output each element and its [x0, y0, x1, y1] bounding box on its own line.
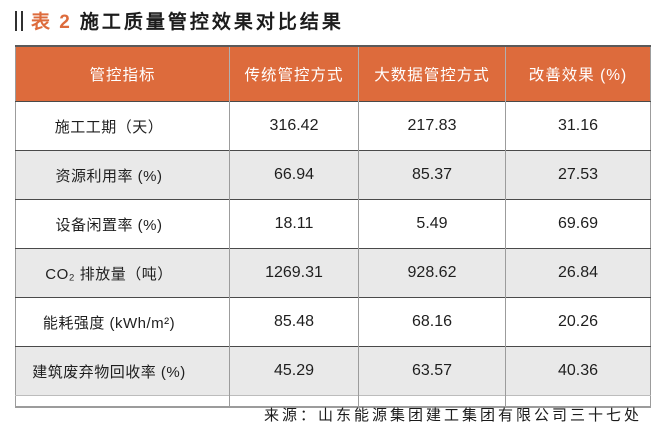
improvement-value-cell: 27.53	[505, 150, 651, 200]
improvement-value-cell: 31.16	[505, 101, 651, 151]
table-caption: 表 2 施工质量管控效果对比结果	[15, 7, 344, 34]
indicator-cell: 设备闲置率 (%)	[15, 199, 230, 249]
improvement-value-cell: 26.84	[505, 248, 651, 298]
column-header-traditional: 传统管控方式	[229, 46, 359, 102]
table-bottom-spacer	[15, 395, 651, 407]
traditional-value-cell: 45.29	[229, 346, 359, 396]
table-row: 能耗强度 (kWh/m²) 85.48 68.16 20.26	[15, 297, 651, 347]
indicator-cell: 能耗强度 (kWh/m²)	[15, 297, 230, 347]
table-header-row: 管控指标 传统管控方式 大数据管控方式 改善效果 (%)	[15, 46, 651, 102]
indicator-cell: CO₂ 排放量（吨）	[15, 248, 230, 298]
traditional-value-cell: 18.11	[229, 199, 359, 249]
comparison-table: 管控指标 传统管控方式 大数据管控方式 改善效果 (%) 施工工期（天） 316…	[15, 45, 651, 408]
table-row: 资源利用率 (%) 66.94 85.37 27.53	[15, 150, 651, 200]
improvement-value-cell: 69.69	[505, 199, 651, 249]
table-row: 设备闲置率 (%) 18.11 5.49 69.69	[15, 199, 651, 249]
indicator-cell: 施工工期（天）	[15, 101, 230, 151]
bigdata-value-cell: 85.37	[358, 150, 506, 200]
indicator-cell: 资源利用率 (%)	[15, 150, 230, 200]
table-row: CO₂ 排放量（吨） 1269.31 928.62 26.84	[15, 248, 651, 298]
bigdata-value-cell: 68.16	[358, 297, 506, 347]
bigdata-value-cell: 63.57	[358, 346, 506, 396]
improvement-value-cell: 40.36	[505, 346, 651, 396]
traditional-value-cell: 85.48	[229, 297, 359, 347]
column-header-bigdata: 大数据管控方式	[358, 46, 506, 102]
bigdata-value-cell: 928.62	[358, 248, 506, 298]
caption-double-bar-icon	[15, 10, 23, 31]
bigdata-value-cell: 5.49	[358, 199, 506, 249]
table-row: 施工工期（天） 316.42 217.83 31.16	[15, 101, 651, 151]
source-note: 来源：山东能源集团建工集团有限公司三十七处	[263, 406, 642, 424]
traditional-value-cell: 1269.31	[229, 248, 359, 298]
bigdata-value-cell: 217.83	[358, 101, 506, 151]
table-row: 建筑废弃物回收率 (%) 45.29 63.57 40.36	[15, 346, 651, 396]
improvement-value-cell: 20.26	[505, 297, 651, 347]
traditional-value-cell: 316.42	[229, 101, 359, 151]
table-title: 施工质量管控效果对比结果	[79, 12, 344, 33]
column-header-improvement: 改善效果 (%)	[505, 46, 651, 102]
indicator-cell: 建筑废弃物回收率 (%)	[15, 346, 230, 396]
column-header-indicator: 管控指标	[15, 46, 230, 102]
traditional-value-cell: 66.94	[229, 150, 359, 200]
table-number-badge: 表 2	[31, 12, 72, 33]
